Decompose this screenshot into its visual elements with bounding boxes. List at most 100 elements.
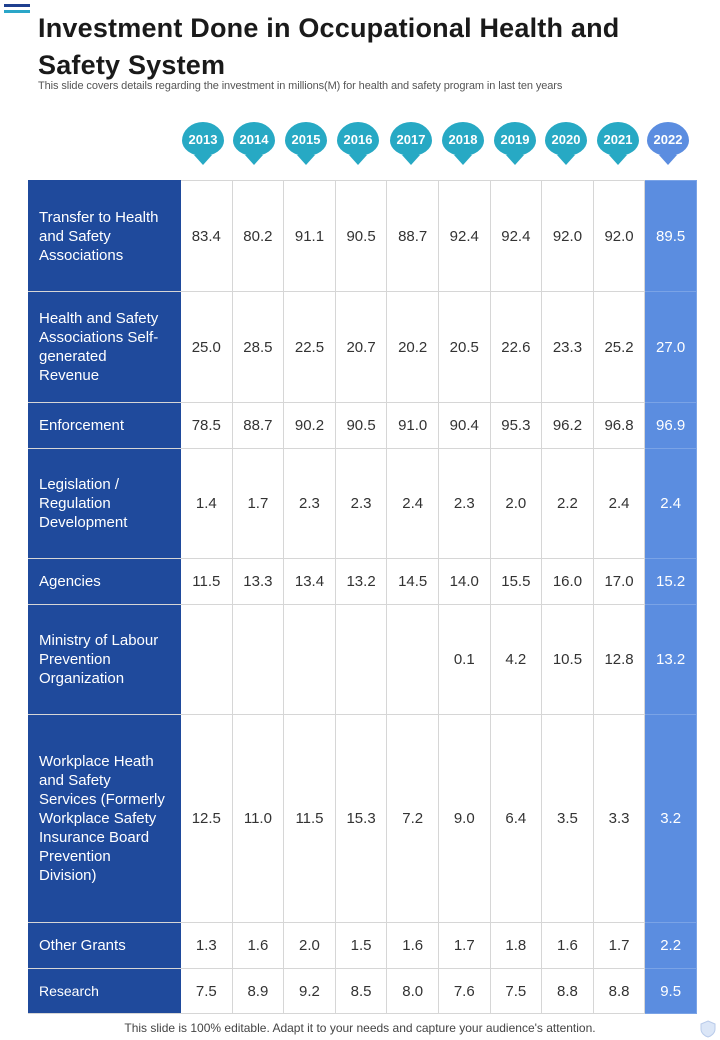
year-header: 2013 2014 2015 2016 2017 2018 2019 2020 2021 2022 <box>0 122 720 168</box>
value-cell: 96.8 <box>592 402 646 449</box>
footer-note: This slide is 100% editable. Adapt it to… <box>124 1021 596 1035</box>
table-row: Workplace Heath and Safety Services (For… <box>28 714 697 923</box>
value-cell: 1.7 <box>437 922 491 969</box>
value-cell: 1.6 <box>386 922 439 969</box>
value-cell <box>386 604 439 715</box>
value-cell: 13.2 <box>334 558 388 605</box>
page-title: Investment Done in Occupational Health a… <box>38 13 620 80</box>
value-cell: 2.3 <box>283 448 336 559</box>
value-cell: 89.5 <box>644 180 697 292</box>
table-row: Ministry of Labour Prevention Organizati… <box>28 604 697 715</box>
row-label: Ministry of Labour Prevention Organizati… <box>28 604 181 715</box>
value-cell: 22.6 <box>489 291 543 403</box>
value-cell: 13.2 <box>644 604 697 715</box>
value-cell: 20.5 <box>437 291 491 403</box>
year-badge-2017: 2017 <box>390 122 432 156</box>
value-cell: 14.5 <box>386 558 439 605</box>
corner-bar-dark <box>4 4 30 7</box>
value-cell: 2.4 <box>592 448 646 559</box>
table-row: Transfer to Health and Safety Associatio… <box>28 180 697 292</box>
value-cell: 11.5 <box>180 558 233 605</box>
value-cell: 91.1 <box>283 180 336 292</box>
row-label: Enforcement <box>28 402 181 449</box>
row-label: Health and Safety Associations Self-gene… <box>28 291 181 403</box>
value-cell: 2.3 <box>334 448 388 559</box>
value-cell: 2.4 <box>644 448 697 559</box>
row-label: Workplace Heath and Safety Services (For… <box>28 714 181 923</box>
row-label: Research <box>28 968 181 1014</box>
value-cell: 90.5 <box>334 180 388 292</box>
value-cell: 8.8 <box>592 968 646 1014</box>
value-cell: 92.0 <box>592 180 646 292</box>
value-cell: 90.5 <box>334 402 388 449</box>
value-cell: 10.5 <box>541 604 594 715</box>
value-cell: 9.2 <box>283 968 336 1014</box>
value-cell: 96.9 <box>644 402 697 449</box>
value-cell: 6.4 <box>489 714 543 923</box>
shield-icon <box>700 1020 716 1038</box>
year-badge-2014: 2014 <box>233 122 275 156</box>
value-cell: 9.0 <box>437 714 491 923</box>
value-cell: 1.3 <box>180 922 233 969</box>
value-cell: 3.3 <box>592 714 646 923</box>
value-cell: 25.2 <box>592 291 646 403</box>
value-cell: 9.5 <box>644 968 697 1014</box>
value-cell: 16.0 <box>541 558 594 605</box>
value-cell: 27.0 <box>644 291 697 403</box>
value-cell: 1.5 <box>334 922 388 969</box>
value-cell: 11.5 <box>283 714 336 923</box>
value-cell: 3.2 <box>644 714 697 923</box>
row-label: Agencies <box>28 558 181 605</box>
value-cell: 0.1 <box>437 604 491 715</box>
value-cell <box>180 604 233 715</box>
value-cell: 7.2 <box>386 714 439 923</box>
value-cell: 7.6 <box>437 968 491 1014</box>
year-badge-2018: 2018 <box>442 122 484 156</box>
table-row: Research 7.5 8.9 9.2 8.5 8.0 7.6 7.5 8.8 8.8 9.5 <box>28 968 697 1014</box>
value-cell: 3.5 <box>541 714 594 923</box>
value-cell: 2.3 <box>437 448 491 559</box>
value-cell: 8.0 <box>386 968 439 1014</box>
value-cell <box>283 604 336 715</box>
value-cell: 90.2 <box>283 402 336 449</box>
year-badge-2016: 2016 <box>337 122 379 156</box>
value-cell: 15.5 <box>489 558 543 605</box>
year-badge-2019: 2019 <box>494 122 536 156</box>
corner-decoration <box>4 4 30 16</box>
value-cell: 88.7 <box>231 402 285 449</box>
value-cell: 1.7 <box>592 922 646 969</box>
value-cell: 1.6 <box>541 922 594 969</box>
value-cell: 2.0 <box>489 448 543 559</box>
value-cell: 95.3 <box>489 402 543 449</box>
row-label: Transfer to Health and Safety Associatio… <box>28 180 181 292</box>
value-cell: 78.5 <box>180 402 233 449</box>
value-cell: 15.2 <box>644 558 697 605</box>
value-cell: 92.0 <box>541 180 594 292</box>
value-cell: 17.0 <box>592 558 646 605</box>
value-cell: 22.5 <box>283 291 336 403</box>
value-cell: 8.5 <box>334 968 388 1014</box>
value-cell: 92.4 <box>437 180 491 292</box>
value-cell: 8.9 <box>231 968 285 1014</box>
value-cell: 13.3 <box>231 558 285 605</box>
value-cell: 1.8 <box>489 922 543 969</box>
value-cell: 28.5 <box>231 291 285 403</box>
value-cell: 20.7 <box>334 291 388 403</box>
table-row: Agencies 11.5 13.3 13.4 13.2 14.5 14.0 15.5 16.0… <box>28 558 697 605</box>
row-label: Legislation / Regulation Development <box>28 448 181 559</box>
table-row: Other Grants 1.3 1.6 2.0 1.5 1.6 1.7 1.8 1.6 1.7 2… <box>28 922 697 969</box>
value-cell: 8.8 <box>541 968 594 1014</box>
value-cell: 88.7 <box>386 180 439 292</box>
value-cell: 1.6 <box>231 922 285 969</box>
value-cell: 96.2 <box>541 402 594 449</box>
year-badge-2020: 2020 <box>545 122 587 156</box>
value-cell: 2.0 <box>283 922 336 969</box>
year-badge-2015: 2015 <box>285 122 327 156</box>
value-cell: 14.0 <box>437 558 491 605</box>
value-cell: 1.4 <box>180 448 233 559</box>
value-cell: 11.0 <box>231 714 285 923</box>
investment-table: Transfer to Health and Safety Associatio… <box>28 180 697 1014</box>
value-cell: 23.3 <box>541 291 594 403</box>
value-cell <box>334 604 388 715</box>
table-row: Legislation / Regulation Development 1.4 1… <box>28 448 697 559</box>
